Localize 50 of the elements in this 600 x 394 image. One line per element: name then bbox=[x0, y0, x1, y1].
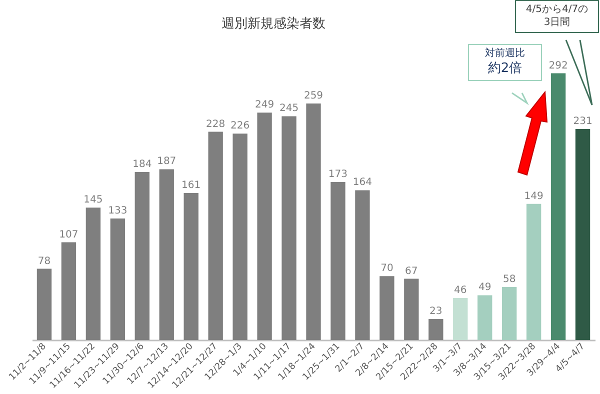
bar bbox=[184, 192, 198, 340]
data-label: 228 bbox=[206, 118, 226, 130]
data-label: 49 bbox=[478, 282, 492, 294]
data-label: 173 bbox=[328, 168, 348, 180]
data-label: 245 bbox=[279, 103, 299, 114]
data-label: 231 bbox=[573, 116, 592, 128]
bar bbox=[453, 298, 468, 340]
bar bbox=[306, 103, 321, 340]
data-label: 184 bbox=[132, 158, 152, 170]
bar bbox=[478, 295, 492, 340]
callout-box: 4/5から4/7の 3日間 bbox=[515, 0, 599, 33]
bar bbox=[428, 318, 444, 340]
annotation: 約2倍 bbox=[486, 60, 524, 77]
bar bbox=[330, 182, 346, 340]
bar bbox=[550, 73, 566, 340]
data-label: 161 bbox=[182, 180, 201, 191]
data-label: 67 bbox=[405, 266, 418, 277]
bar bbox=[257, 112, 272, 340]
data-label: 164 bbox=[352, 177, 372, 188]
chart-title: 週別新規感染者数 bbox=[222, 16, 326, 32]
bar bbox=[404, 278, 419, 340]
bar bbox=[380, 276, 394, 340]
callout-box: 対前週比 約2倍 bbox=[468, 44, 542, 81]
bar bbox=[134, 172, 150, 340]
bar bbox=[526, 204, 542, 340]
bar bbox=[575, 129, 590, 340]
data-label: 187 bbox=[157, 156, 176, 168]
bar bbox=[159, 169, 174, 340]
data-label: 226 bbox=[230, 120, 250, 132]
data-label: 149 bbox=[524, 190, 544, 202]
data-label: 133 bbox=[108, 206, 128, 217]
bar bbox=[208, 132, 223, 340]
bar bbox=[86, 208, 101, 340]
bar bbox=[282, 116, 296, 340]
data-label: 107 bbox=[59, 229, 78, 240]
data-label: 292 bbox=[548, 60, 568, 72]
bar bbox=[502, 287, 517, 340]
data-label: 249 bbox=[254, 100, 274, 111]
bar bbox=[355, 190, 370, 340]
bar bbox=[61, 242, 76, 340]
bar bbox=[232, 134, 248, 340]
bar bbox=[36, 268, 52, 340]
data-label: 259 bbox=[304, 90, 324, 102]
data-label: 46 bbox=[454, 284, 467, 296]
bar bbox=[110, 218, 126, 340]
data-label: 70 bbox=[380, 263, 394, 274]
data-label: 78 bbox=[38, 256, 51, 267]
data-label: 23 bbox=[430, 306, 442, 317]
data-label: 58 bbox=[502, 274, 516, 286]
data-label: 145 bbox=[84, 194, 103, 206]
